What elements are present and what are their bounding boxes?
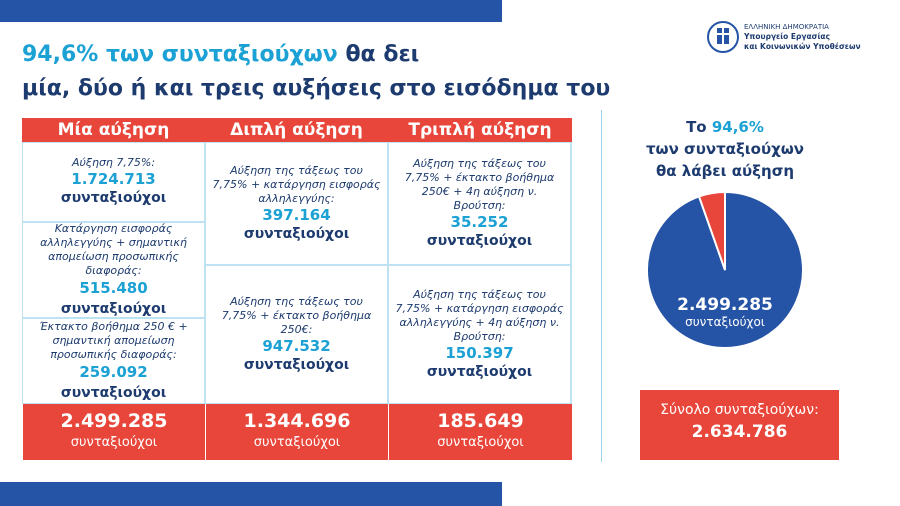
- logo: ΕΛΛΗΝΙΚΗ ΔΗΜΟΚΡΑΤΙΑ Υπουργείο Εργασίας και…: [706, 20, 861, 54]
- total-unit: συνταξιούχοι: [70, 435, 158, 450]
- cell-text: Αύξηση της τάξεως του 7,75% + έκτακτο βο…: [404, 156, 555, 212]
- top-bar: [0, 0, 502, 22]
- cell-number: 1.724.713: [71, 170, 156, 188]
- total-value: 2.634.786: [691, 422, 788, 442]
- logo-line: και Κοινωνικών Υποθέσεων: [744, 42, 861, 51]
- cell-number: 259.092: [79, 362, 148, 381]
- cell-text: Αύξηση της τάξεως του 7,75% + κατάργηση …: [395, 287, 564, 343]
- cell-unit: συνταξιούχοι: [426, 232, 533, 249]
- table-cell: Αύξηση της τάξεως του 7,75% + έκτακτο βο…: [205, 265, 388, 404]
- cell-text: Κατάργηση εισφοράς αλληλεγγύης + σημαντι…: [40, 221, 187, 277]
- total-unit: συνταξιούχοι: [253, 435, 341, 450]
- table-cell: Κατάργηση εισφοράς αλληλεγγύης + σημαντι…: [22, 222, 205, 318]
- cell-unit: συνταξιούχοι: [243, 356, 350, 373]
- summary-highlight: 94,6%: [711, 118, 764, 136]
- cell-text: Αύξηση της τάξεως του 7,75% + κατάργηση …: [212, 163, 381, 205]
- table-cell: Έκτακτο βοήθημα 250 € + σημαντική απομεί…: [22, 318, 205, 404]
- column-total: 2.499.285 συνταξιούχοι: [22, 404, 205, 460]
- summary-text: θα λάβει αύξηση: [655, 162, 795, 180]
- bottom-bar: [0, 482, 502, 506]
- cell-number: 947.532: [262, 336, 331, 355]
- cell-unit: συνταξιούχοι: [60, 300, 167, 317]
- total-number: 2.499.285: [60, 410, 168, 432]
- pie-unit: συνταξιούχοι: [685, 315, 765, 329]
- summary-text: Το: [686, 118, 707, 136]
- pie-number: 2.499.285: [677, 295, 773, 315]
- title: 94,6% των συνταξιούχων θα δει μία, δύο ή…: [22, 38, 610, 106]
- summary-text: των συνταξιούχων: [645, 140, 805, 158]
- cell-unit: συνταξιούχοι: [426, 363, 533, 380]
- summary-text: Το 94,6% των συνταξιούχων θα λάβει αύξησ…: [625, 116, 825, 182]
- logo-line: Υπουργείο Εργασίας: [744, 32, 831, 41]
- title-text: μία, δύο ή και τρεις αυξήσεις στο εισόδη…: [22, 76, 611, 101]
- cell-unit: συνταξιούχοι: [60, 190, 167, 206]
- table-cell: Αύξηση της τάξεως του 7,75% + κατάργηση …: [205, 142, 388, 265]
- total-number: 185.649: [437, 410, 524, 432]
- cell-text: Αύξηση 7,75%:: [71, 156, 156, 169]
- total-label: Σύνολο συνταξιούχων:: [660, 402, 819, 418]
- column-heading: Διπλή αύξηση: [205, 118, 388, 142]
- title-text: θα δει: [345, 42, 420, 67]
- cell-number: 397.164: [262, 205, 331, 224]
- separator: [601, 110, 602, 462]
- title-highlight: 94,6% των συνταξιούχων: [22, 42, 338, 67]
- total-box: Σύνολο συνταξιούχων: 2.634.786: [640, 390, 839, 460]
- cell-number: 515.480: [79, 278, 148, 297]
- pie-chart: [646, 190, 804, 349]
- cell-unit: συνταξιούχοι: [60, 384, 167, 401]
- column-heading: Μία αύξηση: [22, 118, 205, 142]
- pie-label: 2.499.285 συνταξιούχοι: [640, 295, 810, 329]
- cell-text: Αύξηση της τάξεως του 7,75% + έκτακτο βο…: [221, 294, 372, 336]
- table-cell: Αύξηση της τάξεως του 7,75% + κατάργηση …: [388, 265, 571, 404]
- logo-text: ΕΛΛΗΝΙΚΗ ΔΗΜΟΚΡΑΤΙΑ Υπουργείο Εργασίας και…: [744, 22, 861, 52]
- cell-value: 259.092 συνταξιούχοι: [29, 362, 198, 403]
- cell-number: 150.397: [445, 343, 514, 362]
- logo-line: ΕΛΛΗΝΙΚΗ ΔΗΜΟΚΡΑΤΙΑ: [744, 23, 829, 31]
- cell-unit: συνταξιούχοι: [243, 225, 350, 242]
- total-number: 1.344.696: [243, 410, 351, 432]
- table-cell: Αύξηση 7,75%: 1.724.713 συνταξιούχοι: [22, 142, 205, 222]
- cell-number: 35.252: [450, 212, 509, 231]
- column-heading: Τριπλή αύξηση: [388, 118, 572, 142]
- column-total: 185.649 συνταξιούχοι: [388, 404, 572, 460]
- pie-slice: [697, 190, 726, 271]
- column-total: 1.344.696 συνταξιούχοι: [205, 404, 388, 460]
- cell-value: 515.480 συνταξιούχοι: [29, 278, 198, 319]
- emblem: [707, 21, 739, 53]
- cell-text: Έκτακτο βοήθημα 250 € + σημαντική απομεί…: [39, 319, 188, 361]
- total-unit: συνταξιούχοι: [437, 435, 524, 450]
- table-cell: Αύξηση της τάξεως του 7,75% + έκτακτο βο…: [388, 142, 571, 265]
